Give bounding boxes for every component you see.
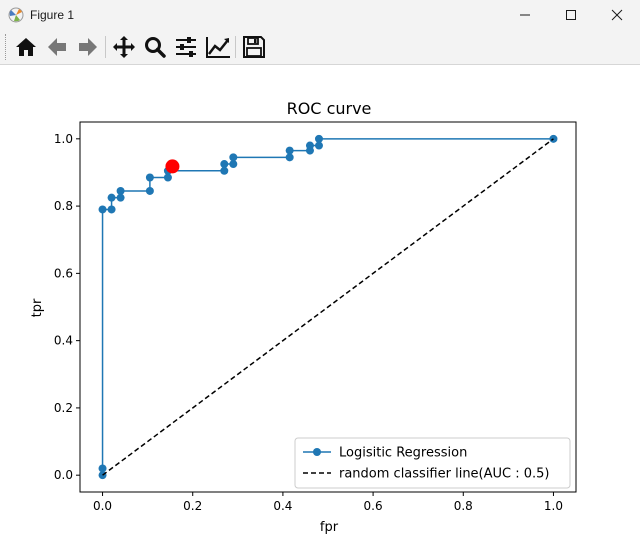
close-button[interactable] [594,0,640,30]
y-tick-label: 0.4 [54,334,73,348]
legend-label: Logisitic Regression [339,446,467,461]
roc-point [145,186,154,195]
y-tick-label: 1.0 [54,132,73,146]
legend-marker [313,448,321,456]
roc-point [229,160,238,169]
window-title: Figure 1 [30,8,75,22]
edit-axis-icon [206,37,230,58]
optimal-threshold-point [165,159,180,174]
roc-point [116,193,125,202]
y-axis-label: tpr [30,298,45,317]
save-button[interactable] [241,34,267,60]
roc-point [107,193,116,202]
forward-arrow-icon [79,38,97,56]
x-axis-label: fpr [320,520,339,535]
minimize-icon [520,14,530,16]
roc-point [98,205,107,214]
y-tick-label: 0.6 [54,266,73,280]
close-icon [611,9,623,21]
roc-point [220,166,229,175]
x-tick-label: 0.8 [454,499,473,513]
roc-chart[interactable]: ROC curve fpr tpr 0.0 0.2 0.4 0.6 0.8 1.00.00… [0,65,640,543]
roc-point [220,160,229,169]
home-icon [16,38,36,56]
navigation-toolbar [0,30,640,65]
pan-button[interactable] [111,34,137,60]
roc-point [305,141,314,150]
maximize-button[interactable] [548,0,594,30]
plot-area: 0.0 0.2 0.4 0.6 0.8 1.0 0.0 0.2 0.4 0.6 0.8 1.0 [54,121,577,513]
x-tick-label: 0.0 [93,499,112,513]
configure-subplots-icon [176,37,196,57]
roc-point [314,141,323,150]
chart-title: ROC curve [287,99,372,118]
edit-axis-button[interactable] [205,34,231,60]
save-icon [243,36,265,58]
y-tick-label: 0.0 [54,468,73,482]
y-tick-label: 0.2 [54,401,73,415]
roc-point [116,186,125,195]
x-tick-label: 0.2 [183,499,202,513]
figure-canvas[interactable]: ROC curve fpr tpr 0.0 0.2 0.4 0.6 0.8 1.0 0.0 0… [0,65,640,543]
toolbar-grip [5,34,9,60]
roc-point [163,173,172,182]
roc-point [285,146,294,155]
roc-point [98,464,107,473]
back-arrow-icon [48,38,66,56]
roc-point [229,153,238,162]
roc-point [314,134,323,143]
roc-point [145,173,154,182]
x-tick-label: 1.0 [544,499,563,513]
pan-icon [113,36,135,58]
x-tick-label: 0.4 [273,499,292,513]
title-bar: Figure 1 [0,0,640,30]
roc-point [285,153,294,162]
home-button[interactable] [13,34,39,60]
minimize-button[interactable] [502,0,548,30]
maximize-icon [566,10,576,20]
legend-label: random classifier line(AUC : 0.5) [339,467,550,482]
back-button[interactable] [44,34,70,60]
roc-point [107,205,116,214]
toolbar-separator [105,36,106,58]
zoom-button[interactable] [142,34,168,60]
toolbar-separator [235,36,236,58]
random-classifier-line [102,138,554,476]
forward-button[interactable] [75,34,101,60]
x-tick-label: 0.6 [364,499,383,513]
configure-subplots-button[interactable] [173,34,199,60]
legend-box [294,437,571,489]
zoom-icon [145,37,166,58]
legend: Logisitic Regression random classifier li… [294,437,571,489]
y-tick-label: 0.8 [54,199,73,213]
matplotlib-app-icon [8,7,24,23]
